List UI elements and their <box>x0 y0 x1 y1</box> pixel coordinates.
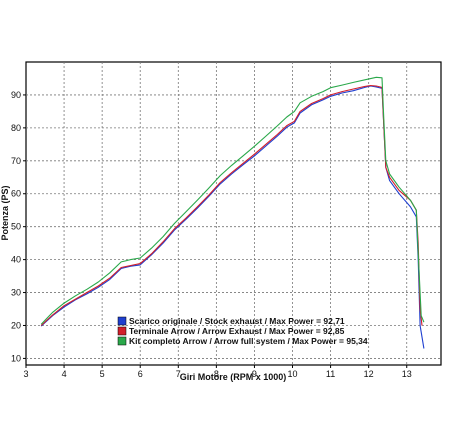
y-tick-label: 90 <box>11 90 21 100</box>
x-tick-label: 7 <box>176 369 181 379</box>
legend: Scarico originale / Stock exhaust / Max … <box>117 316 368 346</box>
series-line-3 <box>40 76 425 325</box>
y-tick-label: 60 <box>11 189 21 199</box>
legend-label-1: Scarico originale / Stock exhaust / Max … <box>129 316 345 326</box>
plot-frame <box>25 61 442 366</box>
x-tick-label: 9 <box>252 369 257 379</box>
x-tick-label: 8 <box>214 369 219 379</box>
series-layer <box>40 76 425 349</box>
y-tick-label: 40 <box>11 255 21 265</box>
y-tick-label: 10 <box>11 353 21 363</box>
x-tick-label: 3 <box>23 369 28 379</box>
x-tick-label: 12 <box>364 369 374 379</box>
axis-ticks: 3 4 5 6 7 8 9 10 11 12 13 10 20 30 40 50 60 70 80 90 <box>11 90 412 379</box>
y-tick-label: 30 <box>11 288 21 298</box>
legend-label-2: Terminale Arrow / Arrow Exhaust / Max Po… <box>129 326 345 336</box>
legend-label-3: Kit completo Arrow / Arrow full system /… <box>129 336 368 346</box>
series-line-1 <box>40 85 425 349</box>
x-tick-label: 5 <box>100 369 105 379</box>
legend-swatch-3 <box>117 336 127 346</box>
y-tick-label: 80 <box>11 123 21 133</box>
x-tick-label: 6 <box>138 369 143 379</box>
x-tick-label: 4 <box>62 369 67 379</box>
legend-swatch-2 <box>117 326 127 336</box>
x-tick-label: 11 <box>326 369 335 379</box>
y-axis-title: Potenza (PS) <box>0 185 10 240</box>
y-tick-label: 20 <box>11 320 21 330</box>
y-tick-label: 50 <box>11 222 21 232</box>
legend-swatch-1 <box>117 316 127 326</box>
series-line-2 <box>40 84 423 326</box>
x-tick-label: 13 <box>402 369 412 379</box>
y-tick-label: 70 <box>11 156 21 166</box>
x-tick-label: 10 <box>288 369 298 379</box>
grid-lines <box>26 62 441 365</box>
x-axis-title: Giri Motore (RPM x 1000) <box>180 372 287 382</box>
